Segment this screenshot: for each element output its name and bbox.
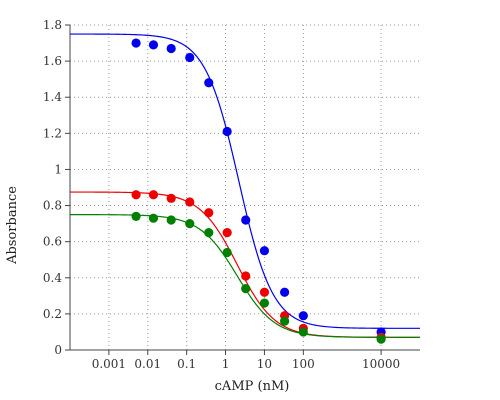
x-tick-label-6: 10000 — [362, 357, 400, 371]
y-tick-label-0: 0 — [54, 343, 62, 357]
data-point-series-3-7 — [259, 298, 270, 308]
x-tick-label-4: 10 — [257, 357, 272, 371]
data-points — [131, 38, 386, 344]
data-point-series-2-5 — [222, 228, 232, 238]
data-point-series-1-2 — [166, 43, 176, 54]
data-point-series-1-0 — [131, 38, 141, 48]
y-tick-label-6: 1.2 — [43, 126, 62, 140]
data-point-series-2-3 — [185, 197, 195, 207]
data-point-series-3-10 — [376, 334, 386, 344]
x-tick-label-1: 0.01 — [134, 357, 161, 371]
data-point-series-3-2 — [166, 215, 176, 225]
data-point-series-3-3 — [185, 219, 195, 229]
data-point-series-3-8 — [280, 316, 290, 326]
y-axis-title: Absorbance — [5, 186, 20, 265]
data-point-series-3-6 — [241, 284, 251, 294]
y-tick-label-3: 0.6 — [43, 235, 62, 249]
data-point-series-1-6 — [241, 215, 251, 225]
x-tick-label-3: 1 — [222, 357, 230, 371]
data-point-series-1-9 — [298, 311, 308, 321]
data-point-series-1-3 — [185, 52, 195, 63]
axes — [69, 25, 420, 351]
data-point-series-2-0 — [131, 190, 141, 200]
data-point-series-3-5 — [222, 247, 232, 258]
x-axis-ticks: 0.001 0.01 0.1 1 10 100 10000 — [92, 350, 400, 371]
y-tick-label-5: 1 — [54, 162, 62, 176]
y-tick-label-4: 0.8 — [43, 199, 62, 213]
data-point-series-1-7 — [259, 246, 270, 256]
data-point-series-1-8 — [280, 287, 290, 297]
y-tick-label-8: 1.6 — [43, 54, 62, 68]
data-point-series-2-1 — [148, 190, 159, 200]
data-point-series-3-1 — [148, 213, 159, 223]
data-point-series-3-9 — [298, 327, 308, 337]
x-tick-label-2: 0.1 — [177, 357, 196, 371]
y-tick-label-2: 0.4 — [43, 271, 62, 285]
data-point-series-2-6 — [241, 271, 251, 281]
data-point-series-2-2 — [166, 193, 176, 203]
y-tick-label-1: 0.2 — [43, 307, 62, 321]
x-tick-label-0: 0.001 — [92, 357, 126, 371]
data-point-series-1-1 — [148, 40, 159, 50]
data-point-series-2-4 — [204, 208, 214, 218]
data-point-series-3-4 — [204, 228, 214, 238]
fit-curve-series-1 — [70, 33, 420, 329]
y-tick-label-7: 1.4 — [43, 90, 62, 104]
data-point-series-2-7 — [259, 287, 270, 297]
data-point-series-1-5 — [222, 126, 232, 137]
data-point-series-3-0 — [131, 211, 141, 221]
fit-curve-series-2 — [69, 191, 420, 338]
x-tick-label-5: 100 — [292, 357, 315, 371]
data-point-series-1-4 — [204, 78, 214, 88]
y-tick-label-9: 1.8 — [43, 18, 62, 32]
y-axis-ticks: 0 0.2 0.4 0.6 0.8 1 1.2 1.4 1.6 1.8 — [43, 18, 70, 357]
grid-lines — [70, 24, 420, 350]
x-axis-title: cAMP (nM) — [215, 379, 290, 394]
